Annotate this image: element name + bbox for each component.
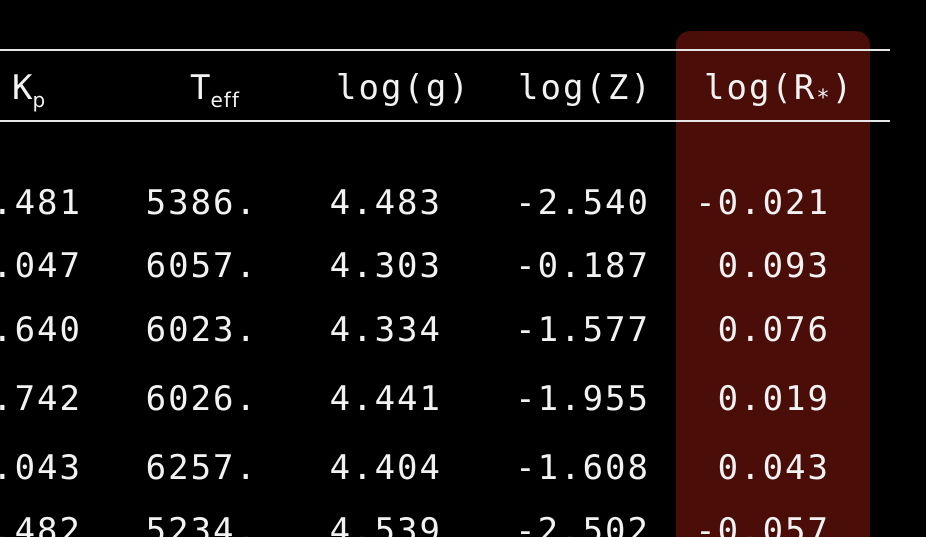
cell-logr: 0.076 [717, 310, 830, 350]
header-teff: Teff [190, 66, 240, 114]
cell-logg: 4.483 [329, 183, 442, 223]
cell-logz: -1.577 [515, 310, 650, 350]
header-bottom-rule [0, 120, 890, 122]
cell-teff: 6057. [145, 246, 258, 286]
cell-kp: .640 [0, 310, 82, 350]
cell-kp: .047 [0, 246, 82, 286]
cell-logr: -0.057 [695, 511, 830, 537]
header-logr: log(R*) [704, 66, 854, 115]
cell-teff: 6257. [145, 448, 258, 488]
column-highlight [676, 31, 870, 537]
cell-teff: 6023. [145, 310, 258, 350]
header-kp: Kp [12, 66, 46, 114]
cell-logg: 4.303 [329, 246, 442, 286]
cell-kp: .742 [0, 379, 82, 419]
cell-logg: 4.404 [329, 448, 442, 488]
cell-logr: -0.021 [695, 183, 830, 223]
cell-logg: 4.539 [329, 511, 442, 537]
header-logr-star: * [816, 86, 832, 111]
header-logr-suffix: ) [831, 68, 855, 108]
cell-teff: 5386. [145, 183, 258, 223]
cell-logz: -1.608 [515, 448, 650, 488]
cell-logr: 0.019 [717, 379, 830, 419]
cell-teff: 6026. [145, 379, 258, 419]
header-teff-sub: eff [210, 88, 240, 112]
cell-logz: -0.187 [515, 246, 650, 286]
cell-kp: .043 [0, 448, 82, 488]
header-kp-sub: p [32, 88, 47, 112]
cell-logz: -1.955 [515, 379, 650, 419]
header-top-rule [0, 49, 890, 51]
cell-logz: -2.502 [515, 511, 650, 537]
header-logr-prefix: log(R [704, 68, 817, 108]
header-kp-main: K [12, 68, 33, 108]
header-logz: log(Z) [518, 68, 653, 108]
cell-logg: 4.441 [329, 379, 442, 419]
header-teff-main: T [190, 68, 211, 108]
cell-logr: 0.043 [717, 448, 830, 488]
cell-kp: .482 [0, 511, 82, 537]
cell-kp: .481 [0, 183, 82, 223]
header-logg: log(g) [336, 68, 471, 108]
cell-teff: 5234. [145, 511, 258, 537]
cell-logr: 0.093 [717, 246, 830, 286]
cell-logz: -2.540 [515, 183, 650, 223]
cell-logg: 4.334 [329, 310, 442, 350]
